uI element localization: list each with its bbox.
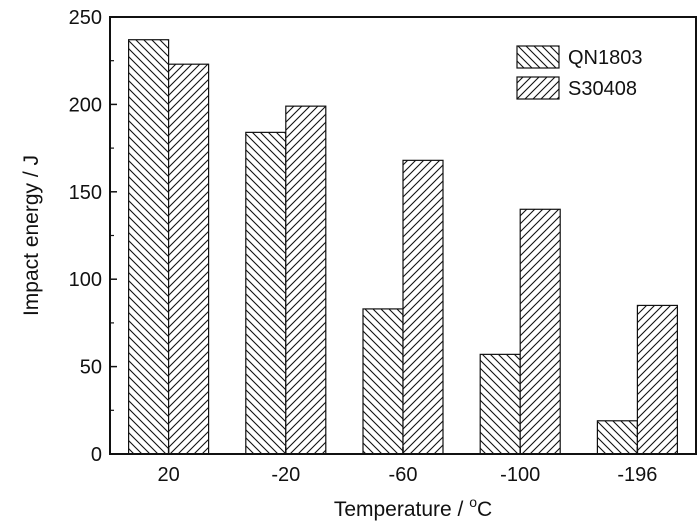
bar-qn1803-60	[362, 308, 404, 455]
bar-qn1803-20	[128, 39, 170, 455]
bars	[128, 39, 679, 455]
legend-swatch-qn1803	[516, 45, 560, 69]
legend-label-s30408: S30408	[568, 78, 637, 100]
x-axis-title-main: Temperature /	[334, 498, 469, 521]
x-axis-title-unit-sup: o	[469, 494, 477, 510]
bar-s30408-100	[519, 208, 561, 455]
bar-s30408-60	[402, 159, 444, 455]
bar-qn1803-20	[245, 131, 287, 455]
x-tick-label-20: -20	[271, 464, 300, 486]
legend: QN1803 S30408	[516, 45, 643, 100]
x-tick-label-20: 20	[157, 464, 179, 486]
y-tick-label-200: 200	[69, 94, 102, 116]
bar-s30408-196	[636, 304, 679, 455]
y-tick-label-0: 0	[91, 444, 102, 466]
y-axis: 0 50 100 150 200 250	[69, 7, 117, 466]
bar-qn1803-100	[479, 353, 521, 455]
y-tick-label-250: 250	[69, 7, 102, 29]
x-axis-title-unit: C	[477, 498, 492, 521]
bar-s30408-20	[168, 63, 210, 455]
x-tick-label-196: -196	[617, 464, 657, 486]
x-axis-title: Temperature / oC	[334, 494, 492, 521]
bar-qn1803-196	[596, 420, 639, 455]
legend-label-qn1803: QN1803	[568, 47, 643, 69]
bar-s30408-20	[285, 105, 327, 455]
x-tick-label-60: -60	[389, 464, 418, 486]
y-tick-label-100: 100	[69, 269, 102, 291]
legend-swatch-s30408	[516, 76, 560, 100]
y-axis-title: Impact energy / J	[20, 155, 43, 316]
y-tick-label-50: 50	[80, 357, 102, 379]
y-tick-label-150: 150	[69, 182, 102, 204]
x-tick-label-100: -100	[500, 464, 540, 486]
x-axis: 20 -20 -60 -100 -196	[157, 447, 657, 486]
